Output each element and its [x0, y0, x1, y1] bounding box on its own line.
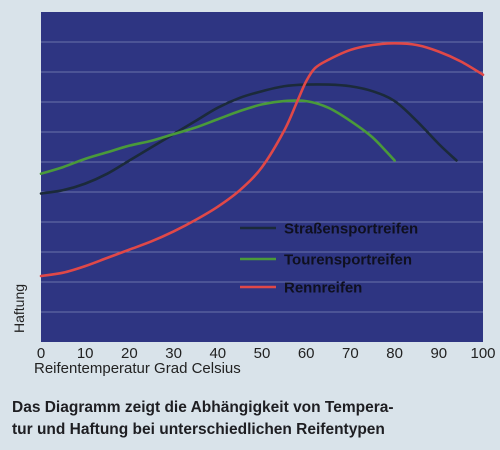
caption-line-2: tur und Haftung bei unterschiedlichen Re… [12, 421, 385, 438]
series-line-1 [39, 83, 458, 195]
series-line-2 [39, 99, 396, 175]
x-axis-label: Reifentemperatur Grad Celsius [34, 360, 241, 377]
x-tick-label: 10 [77, 345, 94, 362]
x-axis-ticks: 0 10 20 30 40 50 60 70 80 90 100 [37, 345, 496, 362]
x-tick-label: 100 [470, 345, 495, 362]
legend-label-1: Straßensportreifen [284, 221, 418, 238]
x-tick-label: 80 [386, 345, 403, 362]
caption-line-1: Das Diagramm zeigt die Abhängigkeit von … [12, 399, 394, 416]
grid [41, 41, 483, 313]
caption: Das Diagramm zeigt die Abhängigkeit von … [12, 397, 492, 441]
plot-area [41, 12, 483, 342]
y-axis-label: Haftung [11, 284, 27, 333]
series-layer [39, 42, 485, 278]
legend: Straßensportreifen Tourensportreifen Rennr… [240, 221, 418, 297]
x-tick-label: 20 [121, 345, 138, 362]
x-tick-label: 50 [254, 345, 271, 362]
x-tick-label: 30 [165, 345, 182, 362]
x-tick-label: 90 [430, 345, 447, 362]
legend-label-3: Rennreifen [284, 280, 362, 297]
series-line-3 [39, 42, 485, 278]
x-tick-label: 60 [298, 345, 315, 362]
x-tick-label: 40 [209, 345, 226, 362]
x-tick-label: 0 [37, 345, 45, 362]
x-tick-label: 70 [342, 345, 359, 362]
legend-label-2: Tourensportreifen [284, 252, 412, 269]
